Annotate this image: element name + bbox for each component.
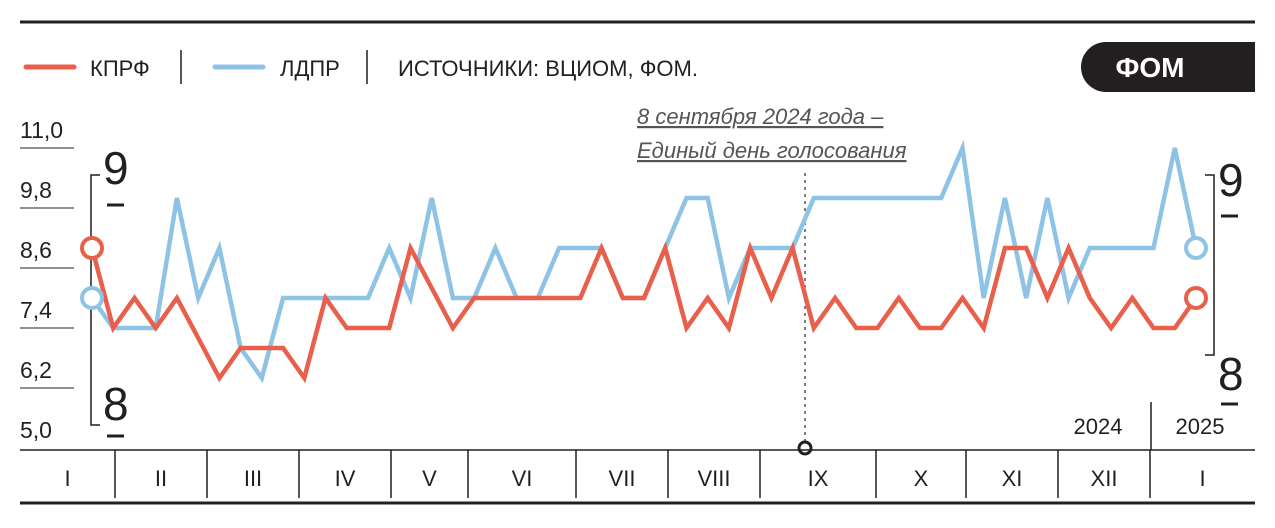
annotation-line-2: Единый день голосования (637, 138, 907, 163)
month-label: I (64, 466, 70, 491)
y-axis: 11,0 9,8 8,6 7,4 6,2 5,0 (20, 117, 74, 443)
year-labels: 2024 2025 (1074, 402, 1225, 450)
badge-label: ФОМ (1115, 52, 1184, 83)
y-tick-label: 7,4 (20, 297, 52, 323)
y-tick-label: 11,0 (20, 117, 63, 143)
y-tick-label: 6,2 (20, 357, 52, 383)
month-label: IV (335, 466, 356, 491)
event-dot (797, 440, 813, 456)
series-line-kprf (89, 241, 1198, 384)
endpoint-marker-kprf (80, 236, 104, 260)
end-label-lower: 8 (1218, 348, 1244, 400)
month-label: III (244, 466, 262, 491)
month-label: VI (512, 466, 533, 491)
month-label: XII (1091, 466, 1118, 491)
legend-kprf-label: КПРФ (90, 56, 150, 81)
end-bracket-line (1205, 174, 1215, 356)
event-marker: 8 сентября 2024 года – Единый день голос… (637, 104, 907, 456)
month-label: I (1199, 466, 1205, 491)
endpoint-marker-kprf (1184, 286, 1208, 310)
legend-source: ИСТОЧНИКИ: ВЦИОМ, ФОМ. (398, 56, 698, 81)
month-label: XI (1002, 466, 1023, 491)
year-label: 2024 (1074, 414, 1123, 439)
month-label: II (155, 466, 167, 491)
y-tick-label: 8,6 (20, 237, 52, 263)
legend: КПРФ ЛДПР ИСТОЧНИКИ: ВЦИОМ, ФОМ. (23, 50, 698, 84)
series-layer (80, 139, 1208, 384)
y-tick-label: 5,0 (20, 417, 52, 443)
start-label-lower: 8 (103, 378, 129, 430)
endpoint-marker-ldpr (1184, 236, 1208, 260)
month-axis: I II III IV V VI VII VIII IX X XI XII I (64, 450, 1206, 498)
end-label-upper: 9 (1218, 154, 1244, 206)
month-label: VII (609, 466, 636, 491)
month-label: X (914, 466, 929, 491)
source-badge: ФОМ (1081, 42, 1255, 92)
month-label: VIII (697, 466, 730, 491)
legend-ldpr-label: ЛДПР (280, 56, 340, 81)
month-label: IX (808, 466, 829, 491)
end-bracket: 9 8 (1205, 154, 1244, 406)
year-label: 2025 (1176, 414, 1225, 439)
badge-shape (1081, 42, 1255, 92)
annotation-line-1: 8 сентября 2024 года – (637, 104, 884, 129)
start-label-upper: 9 (103, 142, 129, 194)
month-label: V (422, 466, 437, 491)
endpoint-marker-ldpr (80, 286, 104, 310)
y-tick-label: 9,8 (20, 177, 52, 203)
